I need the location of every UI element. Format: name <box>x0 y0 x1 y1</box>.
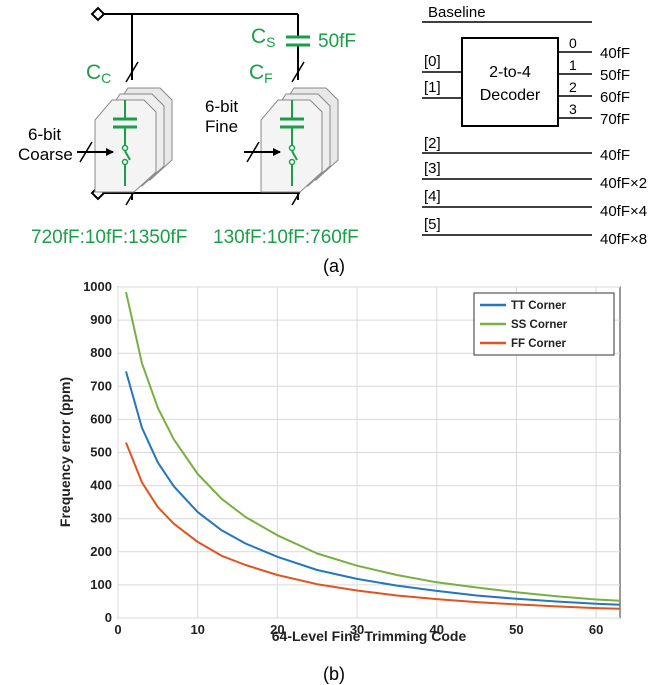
series-cap-value: 50fF <box>318 31 356 52</box>
y-tick-label: 800 <box>90 345 112 360</box>
legend-label-ff: FF Corner <box>511 338 566 350</box>
y-tick-label: 200 <box>90 544 112 559</box>
decoder-line2: Decoder <box>480 87 541 104</box>
coarse-bits-line1: 6-bit <box>28 125 61 144</box>
y-tick-label: 0 <box>105 610 112 625</box>
x-tick-label: 10 <box>190 622 204 637</box>
decoder-input-1: [1] <box>424 79 441 96</box>
coarse-bits-line2: Coarse <box>18 145 73 164</box>
frequency-error-chart: 0 100 200 300 400 500 600 700 800 900 1000 0 10 20 30 4… <box>57 279 621 644</box>
bit-row-label-2: [2] <box>424 135 441 152</box>
x-tick-label: 60 <box>589 622 603 637</box>
y-tick-label: 1000 <box>83 279 112 294</box>
y-tick-label: 500 <box>90 445 112 460</box>
series-line-ff <box>125 442 621 610</box>
bit-row-label-4: [4] <box>424 188 441 205</box>
y-tick-label: 600 <box>90 411 112 426</box>
x-axis-label: 64-Level Fine Trimming Code <box>272 628 467 644</box>
fine-bits-line1: 6-bit <box>205 97 238 116</box>
fine-bus-slash <box>291 61 305 83</box>
y-tick-label: 300 <box>90 511 112 526</box>
decoder-box <box>461 37 559 127</box>
series-line-tt <box>125 371 621 606</box>
y-tick-label: 100 <box>90 577 112 592</box>
bit-row-value-4: 40fF×4 <box>600 203 647 220</box>
bit-row-label-3: [3] <box>424 160 441 177</box>
coarse-bus-slash <box>125 61 139 83</box>
coarse-cell-stack <box>77 87 173 193</box>
top-terminal-icon <box>90 6 106 22</box>
series-cap-label: CS <box>251 25 276 50</box>
ticks: 0 100 200 300 400 500 600 700 800 900 1000 0 10 20 30 4… <box>83 279 603 637</box>
decoder-output-value-1: 50fF <box>600 67 630 84</box>
bit-row-label-5: [5] <box>424 216 441 233</box>
decoder-line1: 2-to-4 <box>489 64 531 81</box>
decoder-output-value-3: 70fF <box>600 111 630 128</box>
caption-a: (a) <box>323 256 345 276</box>
x-tick-label: 30 <box>350 622 364 637</box>
series-capacitor <box>286 35 310 47</box>
y-axis-label: Frequency error (ppm) <box>57 377 73 527</box>
decoder-input-0: [0] <box>424 53 441 70</box>
decoder-output-value-0: 40fF <box>600 45 630 62</box>
x-tick-label: 20 <box>270 622 284 637</box>
coarse-range: 720fF:10fF:1350fF <box>31 227 187 248</box>
decoder-output-index-3: 3 <box>569 101 577 117</box>
bit-row-value-2: 40fF <box>600 147 630 164</box>
legend-label-tt: TT Corner <box>511 300 566 312</box>
fine-cap-label: CF <box>249 61 273 86</box>
fine-cell-stack <box>244 87 339 193</box>
decoder-output-value-2: 60fF <box>600 89 630 106</box>
series-line-ss <box>125 291 621 602</box>
baseline-label: Baseline <box>428 4 486 21</box>
fine-range: 130fF:10fF:760fF <box>213 227 359 248</box>
y-tick-label: 700 <box>90 378 112 393</box>
y-tick-label: 400 <box>90 478 112 493</box>
bit-row-value-5: 40fF×8 <box>600 231 647 248</box>
decoder-output-index-2: 2 <box>569 79 577 95</box>
decoder-panel: Baseline 2-to-4 Decoder [0] [1] 0 1 2 3 … <box>422 4 647 248</box>
fine-bits-line2: Fine <box>205 117 238 136</box>
caption-b: (b) <box>323 664 345 684</box>
bit-row-value-3: 40fF×2 <box>600 175 647 192</box>
legend-label-ss: SS Corner <box>511 319 568 331</box>
y-tick-label: 900 <box>90 312 112 327</box>
x-tick-label: 0 <box>114 622 121 637</box>
decoder-output-index-1: 1 <box>569 57 577 73</box>
x-tick-label: 50 <box>509 622 523 637</box>
x-tick-label: 40 <box>429 622 443 637</box>
legend: TT Corner SS Corner FF Corner <box>473 292 615 356</box>
decoder-output-index-0: 0 <box>569 35 577 51</box>
coarse-cap-label: CC <box>86 61 111 86</box>
series-lines <box>125 291 621 610</box>
